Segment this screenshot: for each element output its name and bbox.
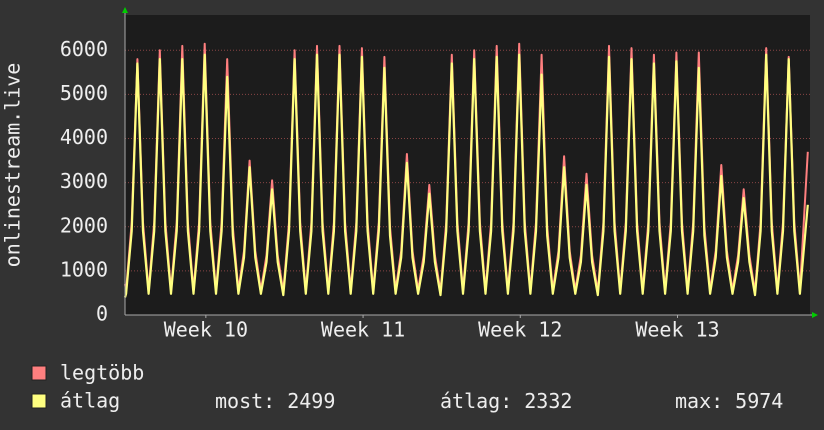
y-tick-label: 5000: [60, 81, 108, 105]
x-tick-label: Week 11: [321, 318, 405, 342]
x-axis-arrow: [812, 312, 818, 318]
x-tick-label: Week 12: [478, 318, 562, 342]
legend-label: legtöbb: [60, 361, 144, 385]
stat: most: 2499: [215, 389, 335, 413]
stat: max: 5974: [675, 389, 783, 413]
stat-label: átlag:: [440, 389, 512, 413]
legend-swatch: [31, 393, 47, 409]
y-tick-label: 4000: [60, 125, 108, 149]
stat-label: max:: [675, 389, 723, 413]
y-tick-label: 0: [96, 302, 108, 326]
stat-value: 2332: [524, 389, 572, 413]
x-tick-label: Week 13: [635, 318, 719, 342]
y-axis-arrow: [122, 7, 128, 13]
legend-label: átlag: [60, 389, 120, 413]
series-line: [123, 53, 809, 298]
y-tick-label: 2000: [60, 213, 108, 237]
legend-swatch: [31, 365, 47, 381]
stat-value: 2499: [287, 389, 335, 413]
y-tick-label: 6000: [60, 37, 108, 61]
y-axis-label: onlinestream.live: [1, 63, 25, 268]
x-tick-label: Week 10: [164, 318, 248, 342]
stat-label: most:: [215, 389, 275, 413]
stat-value: 5974: [735, 389, 783, 413]
y-tick-label: 3000: [60, 169, 108, 193]
stat: átlag: 2332: [440, 389, 572, 413]
y-tick-label: 1000: [60, 257, 108, 281]
